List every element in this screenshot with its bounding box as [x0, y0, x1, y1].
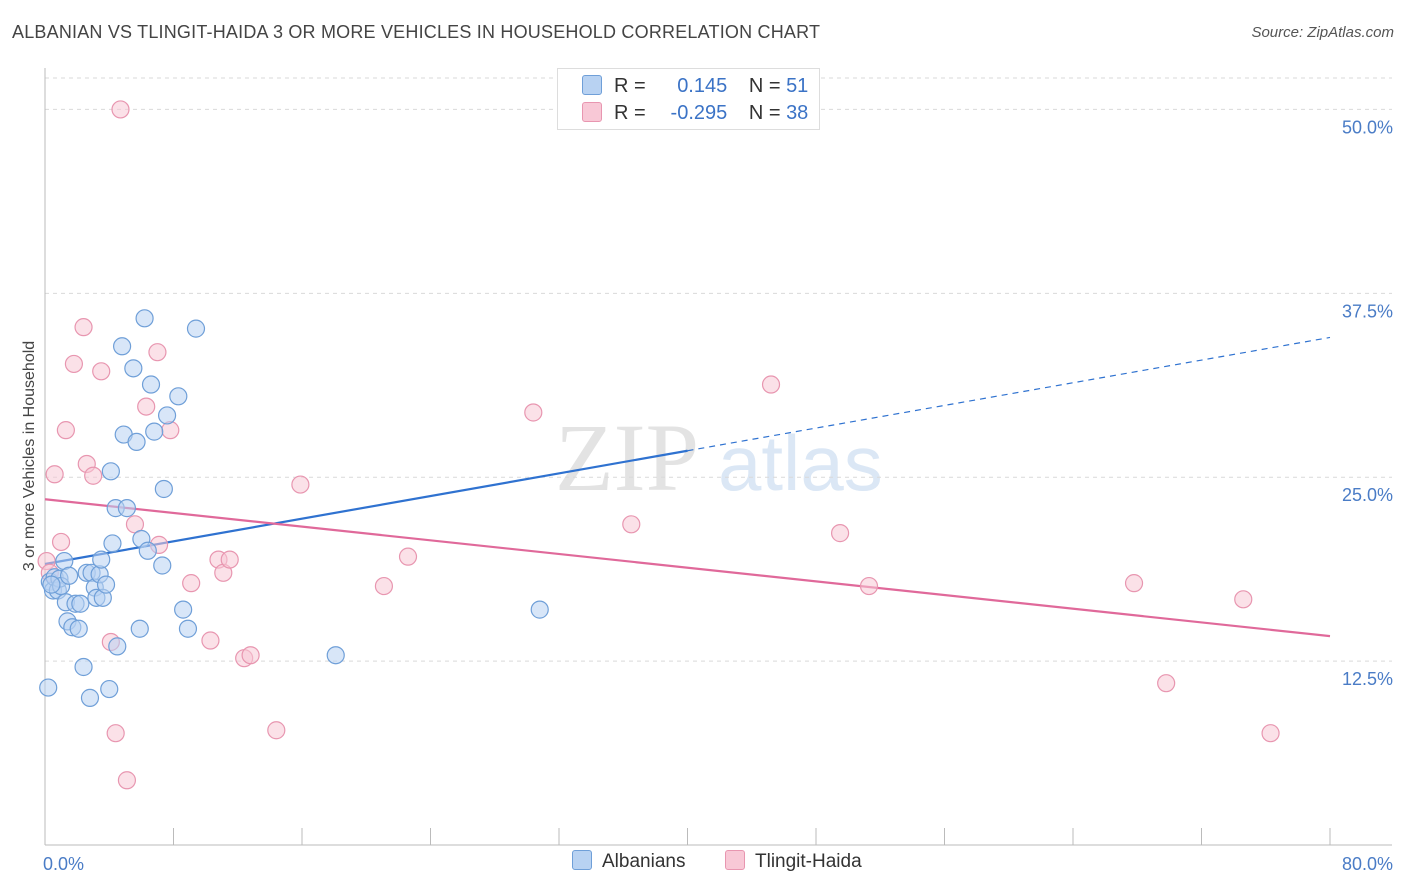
tlingit-point — [1157, 674, 1176, 693]
gridlines — [45, 77, 1392, 662]
albanians-r-label: R = — [614, 75, 646, 97]
albanians-point — [74, 657, 93, 677]
albanians-point — [186, 319, 206, 338]
albanians-point — [59, 566, 79, 585]
tlingit-point — [241, 646, 260, 665]
axes: 12.5% 25.0% 37.5% 50.0% 0.0% 80.0% — [43, 68, 1393, 874]
tlingit-point — [1124, 574, 1144, 593]
albanians-point — [108, 637, 127, 656]
albanians-point — [141, 375, 161, 394]
tlingit-point — [74, 318, 93, 337]
albanians-point — [92, 550, 111, 569]
x-tick-label-max: 80.0% — [1342, 854, 1393, 874]
albanians-point — [154, 479, 173, 499]
albanians-swatch — [582, 75, 602, 95]
tlingit-point — [117, 771, 137, 790]
legend-row-tlingit: R = -0.295 N = 38 — [582, 102, 808, 128]
albanians-point — [157, 406, 177, 425]
tlingit-point — [111, 100, 130, 119]
chart-title: ALBANIAN VS TLINGIT-HAIDA 3 OR MORE VEHI… — [12, 22, 821, 42]
tlingit-point — [622, 515, 641, 534]
tlingit-point — [64, 354, 84, 374]
y-tick-label: 37.5% — [1342, 301, 1393, 321]
albanians-point — [103, 534, 122, 553]
tlingit-point — [201, 631, 220, 650]
tlingit-n-value: 38 — [786, 102, 809, 124]
bottom-albanians-swatch — [572, 850, 592, 870]
tlingit-point — [830, 524, 850, 543]
tlingit-point — [761, 375, 781, 394]
legend-row-albanians: R = 0.145 N = 51 — [582, 75, 808, 101]
tlingit-point — [148, 343, 167, 362]
tlingit-trend-line — [44, 498, 1331, 638]
tlingit-point — [182, 574, 201, 593]
bottom-tlingit-swatch — [725, 850, 745, 870]
albanians-point — [138, 541, 157, 560]
albanians-point — [130, 619, 149, 638]
y-axis-label: 3 or more Vehicles in Household — [21, 341, 38, 571]
tlingit-r-label: R = — [614, 102, 646, 124]
x-tick-label-min: 0.0% — [43, 854, 84, 874]
albanians-point — [112, 337, 132, 356]
albanians-point — [42, 575, 61, 594]
albanians-n-value: 51 — [786, 75, 809, 97]
albanians-point — [96, 575, 116, 594]
tlingit-point — [137, 397, 156, 416]
tlingit-point — [56, 421, 75, 440]
tlingit-point — [92, 362, 111, 381]
bottom-legend-albanians: Albanians — [572, 850, 685, 873]
albanians-point — [326, 646, 345, 665]
tlingit-point — [291, 475, 310, 494]
albanians-point — [124, 359, 143, 378]
albanians-point — [101, 462, 120, 481]
y-tick-label: 50.0% — [1342, 117, 1393, 137]
bottom-legend-tlingit: Tlingit-Haida — [725, 850, 862, 873]
tlingit-point — [859, 576, 879, 596]
albanians-point — [530, 600, 549, 619]
albanians-point — [135, 309, 154, 328]
albanians-r-value: 0.145 — [677, 75, 728, 97]
tlingit-point — [161, 421, 180, 440]
albanians-point — [145, 422, 164, 441]
albanians-point — [169, 387, 188, 406]
albanians-point — [178, 619, 198, 638]
y-tick-label: 12.5% — [1342, 669, 1393, 689]
tlingit-r-value: -0.295 — [670, 102, 728, 124]
albanians-n-label: N = — [748, 75, 781, 97]
tlingit-point — [51, 532, 71, 552]
stats-legend: R = 0.145 N = 51 R = -0.295 N = 38 — [557, 68, 820, 130]
tlingit-point — [267, 721, 286, 740]
albanians-point — [71, 594, 90, 613]
albanians-point — [80, 688, 100, 707]
albanians-point — [174, 600, 193, 619]
tlingit-point — [1234, 590, 1253, 609]
tlingit-n-label: N = — [748, 102, 781, 124]
watermark-zip: ZIP — [555, 404, 699, 511]
albanians-point — [39, 678, 58, 697]
tlingit-point — [524, 403, 543, 422]
tlingit-point — [220, 550, 239, 569]
bottom-albanians-label: Albanians — [602, 851, 686, 872]
y-tick-label: 25.0% — [1342, 485, 1393, 505]
tlingit-swatch — [582, 102, 602, 122]
tlingit-point — [84, 466, 103, 485]
tlingit-point — [398, 547, 418, 566]
albanians-point — [153, 556, 172, 575]
tlingit-point — [106, 724, 125, 743]
bottom-tlingit-label: Tlingit-Haida — [755, 851, 862, 872]
watermark-atlas: atlas — [718, 419, 883, 507]
tlingit-point — [1261, 724, 1280, 743]
albanians-point — [100, 679, 119, 699]
tlingit-point — [374, 576, 394, 596]
albanians-point — [127, 432, 146, 452]
data-points — [37, 100, 1280, 790]
watermark: ZIP atlas — [555, 404, 883, 511]
albanians-point — [69, 619, 88, 638]
tlingit-point — [45, 465, 64, 484]
albanians-trend-extension — [687, 336, 1331, 452]
albanians-point — [117, 499, 137, 518]
source-label: Source: ZipAtlas.com — [1251, 24, 1394, 41]
